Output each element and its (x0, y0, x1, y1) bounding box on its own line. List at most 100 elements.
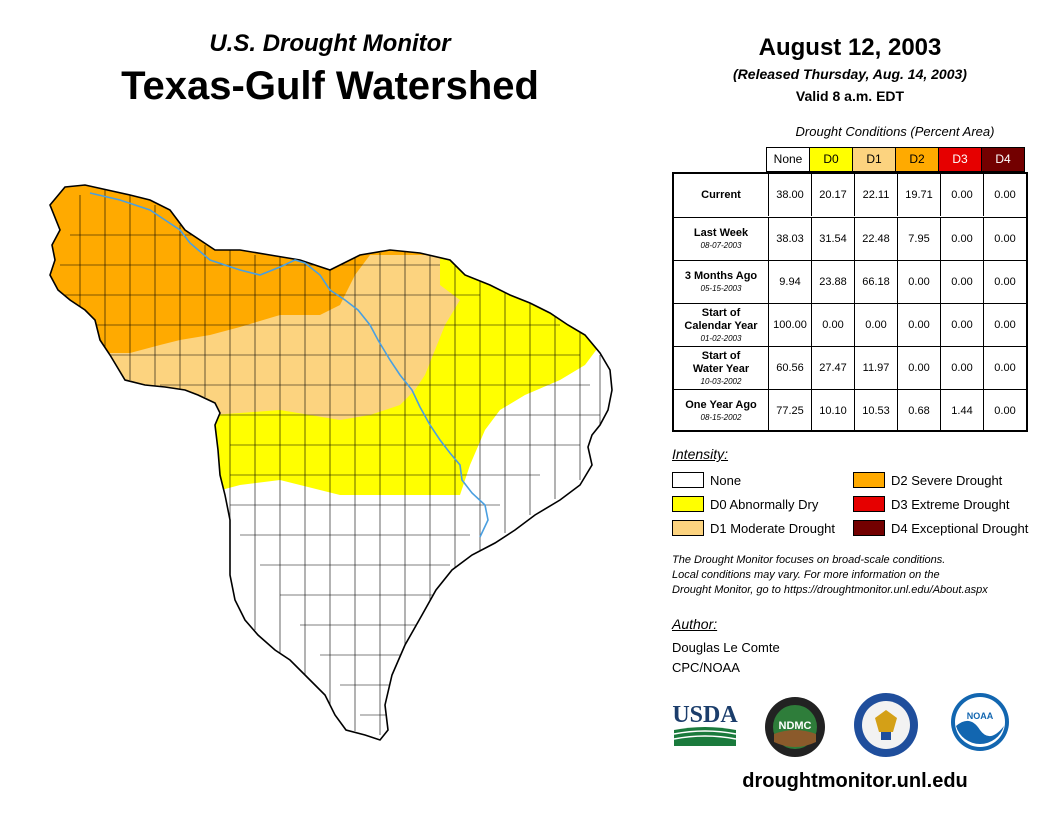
table-cell: 0.00 (983, 390, 1026, 432)
table-cell: 0.00 (897, 347, 940, 389)
table-cell: 38.03 (768, 218, 811, 260)
row-date: 01-02-2003 (700, 333, 742, 343)
table-row: Start of Water Year 10-03-2002 60.56 27.47 11… (674, 346, 1026, 389)
website-link[interactable]: droughtmonitor.unl.edu (742, 770, 968, 792)
row-date: 08-07-2003 (700, 241, 742, 250)
table-row: 3 Months Ago 05-15-2003 9.94 23.88 66.18 0.00… (674, 260, 1026, 303)
table-cell: 11.97 (854, 347, 897, 389)
table-cell: 0.00 (983, 347, 1026, 389)
valid-time: Valid 8 a.m. EDT (795, 88, 905, 104)
table-row: One Year Ago 08-15-2002 77.25 10.10 10.53 0.6… (674, 389, 1026, 432)
table-cell: 31.54 (811, 218, 854, 260)
row-label: Current (674, 174, 768, 216)
usda-logo: USDA (672, 702, 738, 746)
row-label: One Year Ago 08-15-2002 (674, 390, 768, 432)
table-cell: 10.10 (811, 390, 854, 432)
column-header-d2: D2 (895, 147, 939, 172)
table-cell: 0.00 (811, 304, 854, 346)
author-org: CPC/NOAA (672, 660, 740, 675)
table-row: Current 38.00 20.17 22.11 19.71 0.00 0.00 (674, 174, 1026, 217)
row-label: Start of Calendar Year 01-02-2003 (674, 304, 768, 346)
map-title: Texas-Gulf Watershed (121, 64, 539, 108)
legend-swatch (672, 520, 704, 536)
legend-label: D4 Exceptional Drought (891, 520, 1029, 536)
table-cell: 0.00 (940, 261, 983, 303)
legend-swatch (672, 472, 704, 488)
table-cell: 22.48 (854, 218, 897, 260)
legend-item: D3 Extreme Drought (853, 495, 1010, 513)
map-date: August 12, 2003 (758, 34, 942, 61)
drought-areas (50, 185, 612, 740)
table-cell: 19.71 (897, 174, 940, 216)
row-label-text: Current (701, 188, 741, 201)
table-cell: 0.00 (854, 304, 897, 346)
conditions-table: Current 38.00 20.17 22.11 19.71 0.00 0.00 Last … (672, 172, 1028, 432)
author-name: Douglas Le Comte (672, 640, 780, 655)
table-cell: 7.95 (897, 218, 940, 260)
legend-label: D3 Extreme Drought (891, 496, 1010, 512)
usda-logo-text: USDA (672, 702, 738, 728)
release-date: (Released Thursday, Aug. 14, 2003) (733, 66, 967, 82)
river (89, 192, 489, 538)
row-date: 10-03-2002 (700, 376, 742, 386)
table-cell: 0.00 (983, 174, 1026, 216)
table-cell: 22.11 (854, 174, 897, 216)
table-caption: Drought Conditions (Percent Area) (795, 124, 995, 139)
note-line-3: Drought Monitor, go to https://droughtmo… (672, 584, 988, 596)
table-cell: 0.00 (940, 347, 983, 389)
row-label: Last Week 08-07-2003 (674, 218, 768, 260)
table-cell: 20.17 (811, 174, 854, 216)
table-cell: 0.00 (940, 304, 983, 346)
legend-swatch (853, 472, 885, 488)
county-lines (60, 185, 601, 735)
note-line-2: Local conditions may vary. For more info… (672, 569, 940, 581)
table-cell: 23.88 (811, 261, 854, 303)
table-cell: 77.25 (768, 390, 811, 432)
row-label-text-2: Calendar Year (684, 319, 758, 332)
ndmc-logo-text: NDMC (779, 720, 812, 732)
row-label: 3 Months Ago 05-15-2003 (674, 261, 768, 303)
table-cell: 0.00 (983, 304, 1026, 346)
table-cell: 0.00 (897, 304, 940, 346)
table-cell: 0.68 (897, 390, 940, 432)
legend-title: Intensity: (672, 446, 729, 462)
author-block: Douglas Le Comte CPC/NOAA (672, 638, 780, 678)
map-subtitle: U.S. Drought Monitor (209, 30, 451, 57)
legend-item: None (672, 471, 741, 489)
row-label-text: Last Week (693, 227, 749, 239)
legend-item: D1 Moderate Drought (672, 519, 835, 537)
author-label: Author: (672, 616, 718, 632)
watershed-boundary (49, 184, 613, 741)
note-line-1: The Drought Monitor focuses on broad-sca… (672, 554, 946, 566)
disclaimer-note: The Drought Monitor focuses on broad-sca… (672, 553, 1052, 598)
row-label-text: Start of (701, 306, 741, 319)
legend-swatch (853, 520, 885, 536)
legend-label: D1 Moderate Drought (710, 520, 836, 536)
ndmc-logo: NDMC (765, 697, 825, 757)
table-cell: 0.00 (940, 174, 983, 216)
table-cell: 0.00 (983, 261, 1026, 303)
table-cell: 9.94 (768, 261, 811, 303)
legend-swatch (853, 496, 885, 512)
table-row: Start of Calendar Year 01-02-2003 100.00 0.0… (674, 303, 1026, 346)
legend-item: D4 Exceptional Drought (853, 519, 1028, 537)
table-row: Last Week 08-07-2003 38.03 31.54 22.48 7.95 0.… (674, 217, 1026, 260)
column-header-d0: D0 (809, 147, 853, 172)
row-date: 08-15-2002 (700, 413, 742, 422)
table-cell: 0.00 (940, 218, 983, 260)
column-header-d3: D3 (938, 147, 982, 172)
legend-item: D0 Abnormally Dry (672, 495, 818, 513)
table-cell: 27.47 (811, 347, 854, 389)
noaa-logo: NOAA (951, 693, 1009, 751)
table-cell: 0.00 (983, 218, 1026, 260)
legend-item: D2 Severe Drought (853, 471, 1002, 489)
legend-swatch (672, 496, 704, 512)
row-label-text-2: Water Year (692, 362, 750, 375)
legend-label: None (710, 472, 742, 488)
column-header-d1: D1 (852, 147, 896, 172)
row-label: Start of Water Year 10-03-2002 (674, 347, 768, 389)
drought-map (49, 184, 613, 741)
column-header-none: None (766, 147, 810, 172)
row-label-text: Start of (701, 349, 741, 362)
row-label-text: 3 Months Ago (684, 270, 758, 282)
